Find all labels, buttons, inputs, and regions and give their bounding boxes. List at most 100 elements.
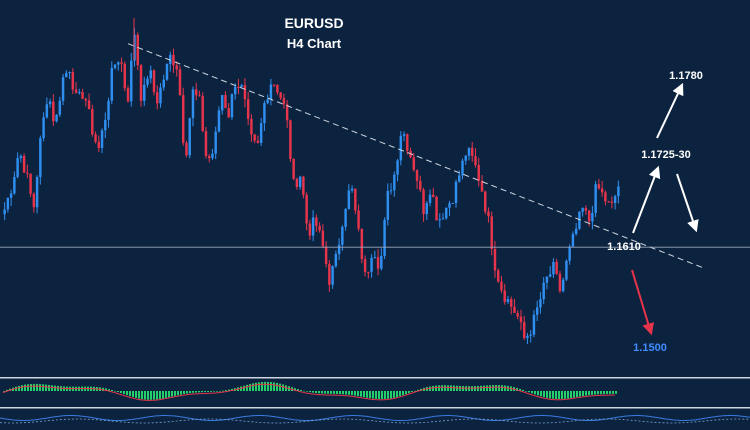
histogram-bar — [180, 391, 182, 395]
arrow-pullback — [676, 173, 699, 233]
histogram-bar — [576, 391, 578, 398]
histogram-bar — [534, 391, 536, 395]
candle-body — [461, 160, 464, 176]
histogram-bar — [30, 383, 32, 391]
histogram-bar — [249, 384, 251, 391]
candle-body — [55, 114, 58, 122]
candle-body — [182, 95, 185, 143]
candle-body — [259, 123, 263, 143]
candle-body — [217, 110, 221, 132]
candle-body — [207, 155, 211, 159]
candle-body — [448, 203, 451, 208]
histogram-bar — [204, 391, 206, 393]
histogram-bar — [441, 385, 443, 391]
candle-body — [100, 130, 104, 148]
candle-body — [503, 290, 506, 302]
histogram-bar — [408, 391, 410, 394]
candle-body — [428, 194, 432, 204]
histogram-bar — [387, 391, 389, 399]
histogram-bar — [438, 385, 440, 391]
histogram-bar — [282, 384, 284, 391]
histogram-bar — [213, 391, 215, 392]
histogram-bar — [171, 391, 173, 397]
candle-body — [367, 271, 370, 273]
candle-body — [402, 134, 406, 136]
histogram-bar — [351, 391, 353, 396]
candle-body — [211, 153, 214, 159]
candle-body — [597, 184, 601, 189]
histogram-bar — [246, 384, 248, 391]
candle-body — [35, 177, 39, 208]
candle-body — [230, 94, 234, 118]
candle-body — [529, 334, 532, 336]
histogram-bar — [531, 391, 533, 394]
histogram-bar — [210, 391, 212, 392]
candle-body — [425, 203, 429, 215]
arrow-up-to-1725 — [632, 165, 661, 234]
candle-body — [389, 190, 393, 192]
candle-body — [276, 85, 279, 93]
histogram-bar — [153, 391, 155, 400]
wave-line-2 — [0, 418, 750, 424]
histogram-bar — [363, 391, 365, 398]
candle-body — [159, 87, 162, 104]
candle-body — [324, 246, 328, 264]
histogram-bar — [135, 391, 137, 398]
candle-body — [315, 217, 318, 226]
candle-body — [61, 77, 65, 101]
histogram-bar — [549, 391, 551, 399]
candle-body — [272, 84, 276, 86]
candle-body — [220, 94, 224, 111]
histogram-bar — [141, 391, 143, 400]
histogram-bar — [396, 391, 398, 398]
scenario-arrows — [631, 82, 699, 336]
histogram-bar — [582, 391, 584, 397]
histogram-bar — [444, 385, 446, 391]
candle-body — [143, 84, 146, 101]
candle-body — [172, 54, 175, 66]
candle-body — [490, 216, 493, 249]
candle-body — [295, 178, 299, 188]
candle-body — [363, 259, 367, 272]
candle-series — [3, 18, 620, 344]
histogram-bar — [255, 382, 257, 391]
candle-body — [311, 217, 315, 236]
histogram-bar — [150, 391, 152, 400]
candle-body — [604, 192, 607, 202]
candle-body — [107, 100, 110, 120]
histogram-bar — [21, 385, 23, 391]
histogram-bar — [174, 391, 176, 396]
candle-body — [45, 104, 49, 118]
candle-body — [451, 202, 454, 204]
candle-body — [334, 254, 338, 267]
candle-body — [282, 97, 286, 105]
candle-body — [117, 62, 120, 65]
candle-body — [318, 225, 321, 231]
candle-body — [26, 172, 29, 174]
candle-body — [578, 211, 581, 229]
histogram-bar — [498, 385, 500, 391]
histogram-bar — [303, 390, 305, 392]
candle-body — [32, 193, 36, 208]
candle-body — [373, 257, 377, 259]
histogram-bar — [189, 391, 191, 394]
candle-body — [16, 158, 19, 177]
candle-body — [269, 84, 273, 100]
candle-body — [256, 140, 260, 143]
candle-body — [445, 207, 448, 219]
candle-body — [467, 147, 471, 156]
candle-body — [613, 196, 617, 203]
histogram-bar — [402, 391, 404, 396]
histogram-bar — [537, 391, 539, 396]
candle-body — [484, 191, 487, 212]
histogram-bar — [375, 391, 377, 399]
histogram-bar — [372, 391, 374, 399]
histogram-bar — [108, 389, 110, 391]
histogram-bar — [591, 391, 593, 395]
candle-body — [188, 118, 191, 156]
histogram-bar — [147, 391, 149, 400]
histogram-bar — [123, 391, 125, 395]
histogram-bar — [114, 390, 116, 392]
candle-body — [526, 335, 529, 339]
histogram-bar — [579, 391, 581, 397]
